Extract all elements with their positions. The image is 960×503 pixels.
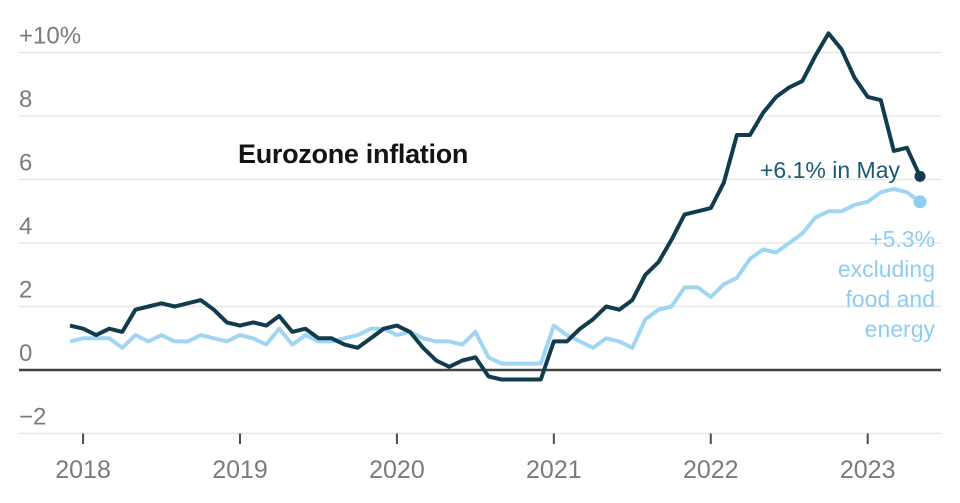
x-axis-label: 2023 bbox=[840, 456, 896, 484]
core-end-dot bbox=[913, 195, 927, 209]
x-axis-label: 2022 bbox=[683, 456, 739, 484]
y-axis-label: −2 bbox=[19, 404, 46, 431]
y-axis-label: 0 bbox=[19, 340, 32, 367]
x-axis-label: 2018 bbox=[55, 456, 111, 484]
core-annotation-line-1: +5.3% bbox=[869, 226, 935, 252]
core-series-annotation: +5.3% excluding food and energy bbox=[838, 224, 935, 344]
chart-title: Eurozone inflation bbox=[238, 139, 469, 169]
y-axis-label: 4 bbox=[19, 213, 32, 240]
x-axis-label: 2021 bbox=[526, 456, 582, 484]
headline-end-dot bbox=[914, 170, 926, 182]
core-inflation-line bbox=[69, 187, 922, 366]
y-axis-label: +10% bbox=[19, 23, 81, 50]
x-axis-label: 2019 bbox=[212, 456, 268, 484]
headline-inflation-line bbox=[69, 31, 922, 382]
y-axis-label: 6 bbox=[19, 150, 32, 177]
x-axis-label: 2020 bbox=[369, 456, 425, 484]
core-annotation-line-2: excluding bbox=[837, 256, 935, 282]
core-annotation-line-4: energy bbox=[864, 316, 935, 342]
core-annotation-line-3: food and bbox=[845, 286, 935, 312]
y-axis-label: 2 bbox=[19, 277, 32, 304]
y-axis-label: 8 bbox=[19, 86, 32, 113]
headline-series-annotation: +6.1% in May bbox=[760, 157, 900, 183]
